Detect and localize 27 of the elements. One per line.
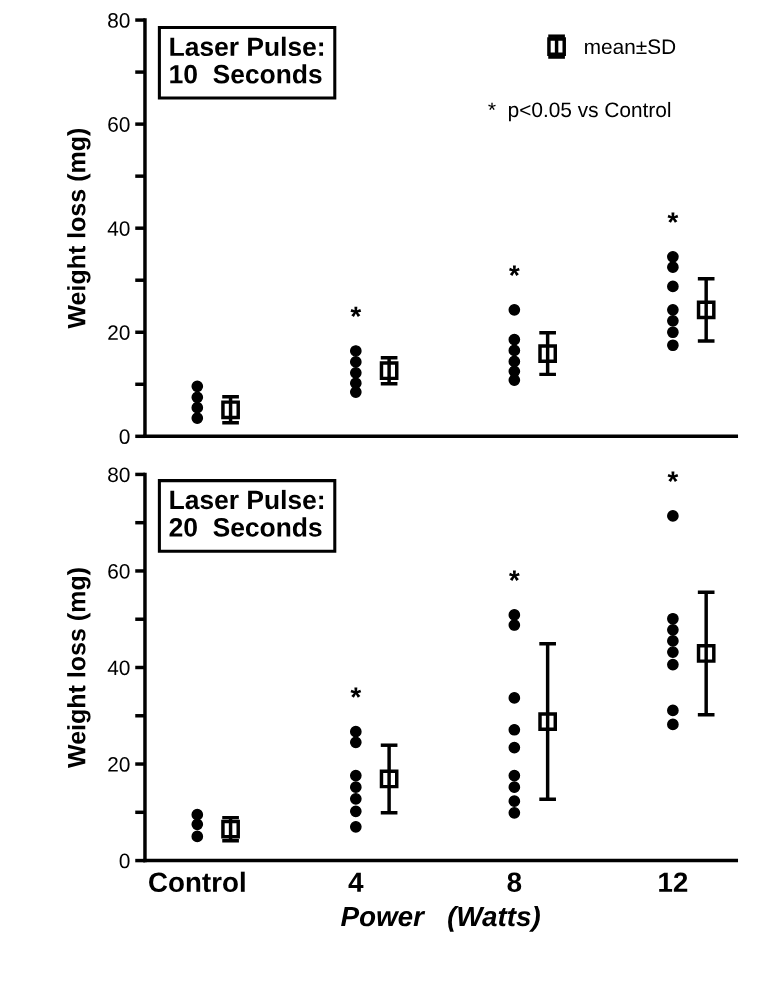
legend-label: mean±SD [585, 39, 676, 55]
x-tick-label: 4 [348, 872, 364, 892]
y-tick-label: 0 [119, 429, 130, 445]
y-tick-label: 60 [108, 563, 130, 579]
x-tick-label: 12 [659, 872, 688, 892]
annotation: * [509, 265, 520, 276]
x-tick-label: Control [149, 871, 245, 893]
x-tick-label: 8 [507, 872, 522, 893]
y-tick-label: 80 [108, 13, 130, 28]
annotation: * [350, 687, 362, 698]
y-tick-label: 0 [119, 853, 130, 869]
annotation: * [667, 212, 679, 223]
y-tick-label: 20 [108, 757, 130, 772]
annotation: * p<0.05 vs Control [488, 101, 671, 122]
y-axis-title: Weight loss (mg) [67, 128, 91, 329]
y-axis-title: Weight loss (mg) [67, 568, 91, 768]
annotation: * [509, 570, 520, 581]
y-tick-label: 60 [108, 117, 130, 132]
y-tick-label: 20 [108, 325, 130, 340]
annotation: Laser Pulse: 10 Seconds [170, 36, 324, 84]
annotation: Laser Pulse: 20 Seconds [169, 489, 324, 537]
y-tick-label: 40 [107, 660, 130, 676]
x-axis-title: Power (Watts) [341, 905, 540, 932]
annotation: * [667, 471, 679, 482]
y-tick-label: 80 [108, 467, 130, 483]
y-tick-label: 40 [107, 221, 130, 236]
annotation: * [350, 306, 362, 317]
